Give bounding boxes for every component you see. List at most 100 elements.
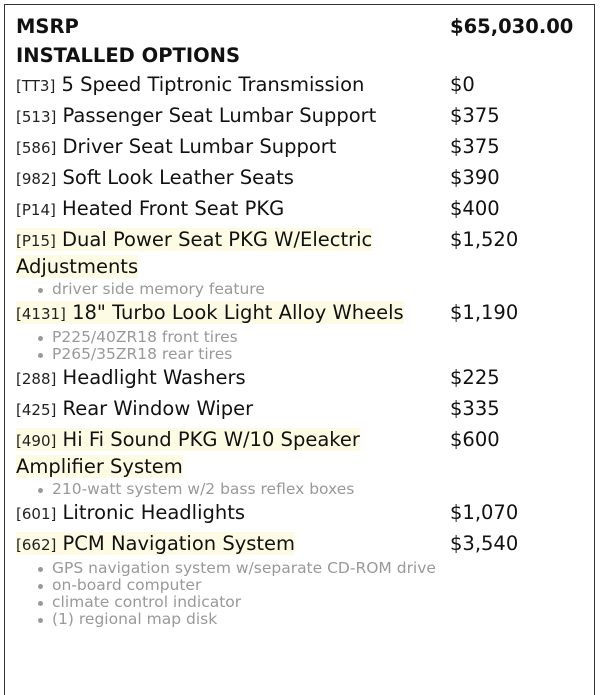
option-row: [982] Soft Look Leather Seats $390: [16, 163, 586, 194]
option-label: [P14] Heated Front Seat PKG: [16, 197, 284, 220]
option-label: [4131] 18" Turbo Look Light Alloy Wheels: [16, 301, 404, 324]
msrp-row: MSRP $65,030.00: [16, 12, 586, 41]
option-item: [513] Passenger Seat Lumbar Support $375: [16, 101, 586, 132]
options-panel: [4, 4, 595, 695]
option-name: Litronic Headlights: [62, 501, 246, 524]
option-price: $335: [450, 397, 500, 420]
option-notes: driver side memory feature: [16, 281, 466, 298]
option-notes: GPS navigation system w/separate CD-ROM …: [16, 560, 466, 628]
option-code: [P15]: [16, 232, 56, 250]
option-name-cell: [4131] 18" Turbo Look Light Alloy Wheels: [16, 298, 448, 329]
option-label: [662] PCM Navigation System: [16, 532, 296, 555]
option-label: [513] Passenger Seat Lumbar Support: [16, 104, 376, 127]
section-title-row: INSTALLED OPTIONS: [16, 41, 586, 70]
option-item: [TT3] 5 Speed Tiptronic Transmission $0: [16, 70, 586, 101]
option-code: [490]: [16, 432, 57, 450]
option-item: [490] Hi Fi Sound PKG W/10 Speaker Ampli…: [16, 425, 586, 498]
option-name: Dual Power Seat PKG W/Electric Adjustmen…: [16, 228, 373, 278]
option-name-cell: [P14] Heated Front Seat PKG: [16, 194, 448, 225]
option-row: [586] Driver Seat Lumbar Support $375: [16, 132, 586, 163]
option-item: [425] Rear Window Wiper $335: [16, 394, 586, 425]
option-code: [4131]: [16, 305, 66, 323]
option-name: Hi Fi Sound PKG W/10 Speaker Amplifier S…: [16, 428, 360, 478]
option-note: P225/40ZR18 front tires: [36, 329, 466, 346]
option-label: [982] Soft Look Leather Seats: [16, 166, 294, 189]
option-code: [425]: [16, 401, 57, 419]
option-name: Headlight Washers: [62, 366, 246, 389]
option-name: Soft Look Leather Seats: [62, 166, 294, 189]
option-price: $0: [450, 73, 475, 96]
option-label: [490] Hi Fi Sound PKG W/10 Speaker Ampli…: [16, 428, 360, 478]
window-sticker-content: MSRP $65,030.00 INSTALLED OPTIONS [TT3] …: [16, 12, 586, 628]
option-note: driver side memory feature: [36, 281, 466, 298]
msrp-value: $65,030.00: [450, 15, 574, 38]
option-name-cell: [513] Passenger Seat Lumbar Support: [16, 101, 448, 132]
option-name-cell: [425] Rear Window Wiper: [16, 394, 448, 425]
option-code: [P14]: [16, 201, 56, 219]
option-price: $375: [450, 135, 500, 158]
option-row: [490] Hi Fi Sound PKG W/10 Speaker Ampli…: [16, 425, 586, 481]
option-code: [TT3]: [16, 77, 56, 95]
option-row: [P14] Heated Front Seat PKG $400: [16, 194, 586, 225]
option-name: Rear Window Wiper: [62, 397, 254, 420]
option-code: [586]: [16, 139, 57, 157]
option-item: [P14] Heated Front Seat PKG $400: [16, 194, 586, 225]
option-row: [425] Rear Window Wiper $335: [16, 394, 586, 425]
option-item: [662] PCM Navigation System $3,540 GPS nav…: [16, 529, 586, 628]
option-row: [4131] 18" Turbo Look Light Alloy Wheels…: [16, 298, 586, 329]
option-name: Passenger Seat Lumbar Support: [62, 104, 377, 127]
option-row: [288] Headlight Washers $225: [16, 363, 586, 394]
option-name: PCM Navigation System: [62, 532, 296, 555]
option-item: [601] Litronic Headlights $1,070: [16, 498, 586, 529]
option-name: 18" Turbo Look Light Alloy Wheels: [72, 301, 404, 324]
option-code: [662]: [16, 536, 57, 554]
option-note: climate control indicator: [36, 594, 466, 611]
option-notes: 210-watt system w/2 bass reflex boxes: [16, 481, 466, 498]
option-note: 210-watt system w/2 bass reflex boxes: [36, 481, 466, 498]
option-item: [4131] 18" Turbo Look Light Alloy Wheels…: [16, 298, 586, 363]
option-name-cell: [288] Headlight Washers: [16, 363, 448, 394]
option-name-cell: [982] Soft Look Leather Seats: [16, 163, 448, 194]
option-row: [601] Litronic Headlights $1,070: [16, 498, 586, 529]
option-label: [601] Litronic Headlights: [16, 501, 245, 524]
option-code: [601]: [16, 505, 57, 523]
option-note: P265/35ZR18 rear tires: [36, 346, 466, 363]
section-title: INSTALLED OPTIONS: [16, 44, 241, 67]
option-code: [288]: [16, 370, 57, 388]
option-label: [586] Driver Seat Lumbar Support: [16, 135, 336, 158]
option-price: $375: [450, 104, 500, 127]
option-price: $400: [450, 197, 500, 220]
option-price: $600: [450, 428, 500, 451]
option-item: [982] Soft Look Leather Seats $390: [16, 163, 586, 194]
option-note: on-board computer: [36, 577, 466, 594]
option-row: [P15] Dual Power Seat PKG W/Electric Adj…: [16, 225, 586, 281]
option-price: $225: [450, 366, 500, 389]
options-list: [TT3] 5 Speed Tiptronic Transmission $0 [5…: [16, 70, 586, 628]
option-code: [513]: [16, 108, 57, 126]
option-item: [586] Driver Seat Lumbar Support $375: [16, 132, 586, 163]
option-note: (1) regional map disk: [36, 611, 466, 628]
msrp-label: MSRP: [16, 15, 79, 38]
option-name-cell: [662] PCM Navigation System: [16, 529, 448, 560]
option-name-cell: [490] Hi Fi Sound PKG W/10 Speaker Ampli…: [16, 425, 448, 481]
option-name-cell: [586] Driver Seat Lumbar Support: [16, 132, 448, 163]
option-price: $3,540: [450, 532, 519, 555]
option-label: [P15] Dual Power Seat PKG W/Electric Adj…: [16, 228, 373, 278]
option-name-cell: [601] Litronic Headlights: [16, 498, 448, 529]
option-row: [662] PCM Navigation System $3,540: [16, 529, 586, 560]
option-item: [P15] Dual Power Seat PKG W/Electric Adj…: [16, 225, 586, 298]
option-price: $390: [450, 166, 500, 189]
option-label: [TT3] 5 Speed Tiptronic Transmission: [16, 73, 364, 96]
option-note: GPS navigation system w/separate CD-ROM …: [36, 560, 466, 577]
option-name: Heated Front Seat PKG: [62, 197, 285, 220]
option-name-cell: [P15] Dual Power Seat PKG W/Electric Adj…: [16, 225, 448, 281]
option-code: [982]: [16, 170, 57, 188]
option-item: [288] Headlight Washers $225: [16, 363, 586, 394]
option-name: Driver Seat Lumbar Support: [62, 135, 337, 158]
option-price: $1,190: [450, 301, 519, 324]
option-row: [513] Passenger Seat Lumbar Support $375: [16, 101, 586, 132]
option-label: [288] Headlight Washers: [16, 366, 246, 389]
option-notes: P225/40ZR18 front tires P265/35ZR18 rear …: [16, 329, 466, 363]
option-price: $1,070: [450, 501, 519, 524]
option-label: [425] Rear Window Wiper: [16, 397, 253, 420]
